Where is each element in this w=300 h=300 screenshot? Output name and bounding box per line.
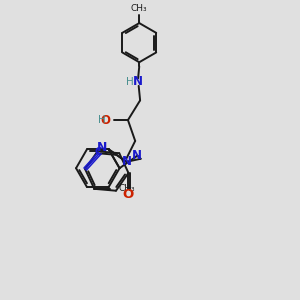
Text: H: H	[98, 115, 106, 125]
Text: N: N	[122, 155, 131, 168]
Text: C: C	[94, 147, 102, 157]
Text: N: N	[132, 149, 142, 162]
Text: N: N	[97, 141, 107, 154]
Text: CH₃: CH₃	[131, 4, 148, 13]
Text: CH₃: CH₃	[118, 184, 135, 193]
Text: O: O	[100, 114, 110, 127]
Text: H: H	[125, 77, 133, 87]
Text: O: O	[123, 188, 134, 201]
Text: N: N	[133, 75, 143, 88]
